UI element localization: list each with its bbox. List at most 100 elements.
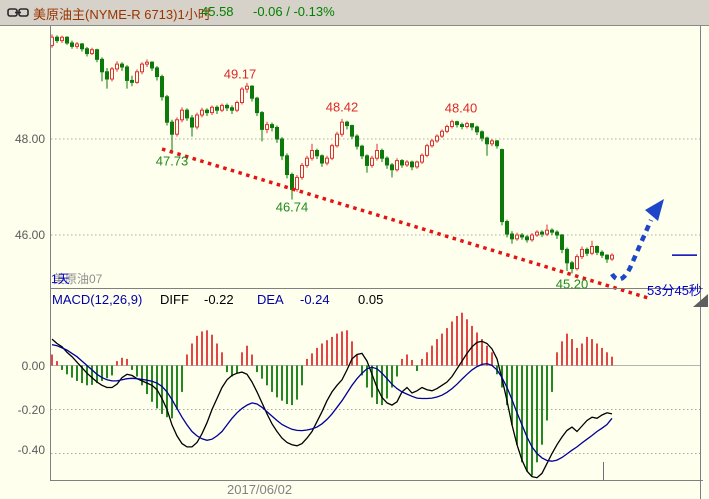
forecast-arrow-shaft — [610, 219, 654, 282]
candle-body — [195, 114, 199, 128]
panel-resize-grip[interactable] — [693, 294, 708, 307]
candle-body — [205, 109, 209, 114]
candle-body — [260, 112, 264, 130]
candle-body — [355, 135, 359, 147]
candle-body — [150, 61, 154, 69]
chain-link-icon[interactable] — [7, 7, 29, 18]
contract-label: 美原油07 — [53, 272, 103, 286]
candle-body — [360, 145, 364, 157]
candle-body — [225, 104, 229, 109]
candle-body — [490, 140, 494, 145]
candle-body — [560, 234, 564, 250]
candle-body — [390, 164, 394, 171]
candle-body — [430, 140, 434, 147]
dea-line — [51, 343, 613, 462]
macd-series — [51, 312, 613, 479]
candle-body — [570, 262, 574, 270]
candle-body — [100, 58, 104, 73]
candle-body — [380, 150, 384, 159]
low-price-label: 45.20 — [555, 276, 589, 292]
dea-value: -0.24 — [300, 292, 330, 307]
candle-body — [250, 85, 254, 99]
period-selector-label[interactable]: 1天 — [51, 272, 70, 286]
macd-axis-label-n40: -0.40 — [17, 443, 45, 457]
candle-body — [440, 130, 444, 137]
candle-body — [340, 121, 344, 135]
candle-body — [550, 229, 554, 233]
candle-body — [51, 36, 54, 46]
candle-body — [280, 138, 284, 157]
forecast-arrow-head — [645, 199, 664, 221]
high-price-label: 49.17 — [223, 66, 257, 82]
instrument-title: 美原油主(NYME-R 6713)1小时 — [33, 7, 211, 22]
price-axis-label-48: 48.00 — [14, 132, 45, 146]
candle-body — [95, 49, 99, 60]
candle-body — [175, 119, 179, 135]
candle-body — [530, 234, 534, 241]
candle-body — [165, 96, 169, 123]
last-price: 45.58 — [201, 4, 234, 19]
candle-body — [105, 71, 109, 80]
candle-body — [400, 160, 404, 166]
candle-body — [410, 161, 414, 168]
candle-body — [125, 66, 129, 81]
candle-body — [235, 102, 239, 111]
candle-body — [585, 248, 589, 254]
candle-body — [350, 125, 354, 137]
candle-body — [75, 43, 79, 47]
candle-body — [185, 109, 189, 119]
candle-body — [300, 164, 304, 178]
candle-body — [525, 236, 529, 241]
candle-body — [85, 48, 89, 55]
candle-body — [240, 88, 244, 104]
candle-body — [115, 63, 119, 70]
candle-body — [275, 126, 279, 140]
low-price-label: 47.73 — [155, 153, 189, 169]
candle-body — [245, 85, 249, 90]
candle-body — [480, 131, 484, 139]
candle-body — [575, 256, 579, 270]
candle-body — [455, 121, 459, 126]
candle-body — [485, 137, 489, 145]
candle-body — [135, 71, 139, 83]
candle-body — [295, 176, 299, 190]
candle-body — [475, 126, 479, 133]
candle-body — [555, 231, 559, 236]
chart-overlays — [161, 147, 697, 300]
candle-body — [395, 160, 399, 171]
candle-body — [220, 104, 224, 111]
diff-value: -0.22 — [204, 292, 234, 307]
candle-body — [60, 36, 64, 42]
candle-body — [365, 155, 369, 166]
macd-axis-label-0: 0.00 — [21, 359, 45, 373]
candle-body — [65, 36, 69, 44]
candle-body — [470, 123, 474, 128]
candle-body — [370, 157, 374, 166]
candle-body — [540, 231, 544, 235]
candle-body — [230, 107, 234, 111]
candle-body — [595, 246, 599, 253]
candle-body — [330, 145, 334, 159]
high-price-label: 48.40 — [444, 100, 478, 116]
high-price-label: 48.42 — [325, 99, 359, 115]
candle-body — [450, 121, 454, 128]
diff-label: DIFF — [160, 292, 189, 307]
candle-body — [110, 68, 114, 80]
chart-frame — [50, 26, 708, 499]
candle-body — [145, 61, 149, 65]
candle-body — [445, 126, 449, 132]
candle-body — [325, 157, 329, 164]
macd-name[interactable]: MACD(12,26,9) — [52, 292, 143, 307]
candle-body — [425, 145, 429, 156]
candle-body — [255, 97, 259, 114]
candle-body — [415, 161, 419, 168]
candle-body — [565, 248, 569, 264]
quote-topbar: 美原油主(NYME-R 6713)1小时 45.58 -0.06 / -0.13… — [0, 0, 709, 26]
candle-body — [495, 140, 499, 147]
candle-body — [385, 157, 389, 166]
candle-body — [460, 124, 464, 128]
candle-body — [320, 155, 324, 164]
candle-body — [160, 76, 164, 98]
candle-body — [610, 254, 614, 260]
